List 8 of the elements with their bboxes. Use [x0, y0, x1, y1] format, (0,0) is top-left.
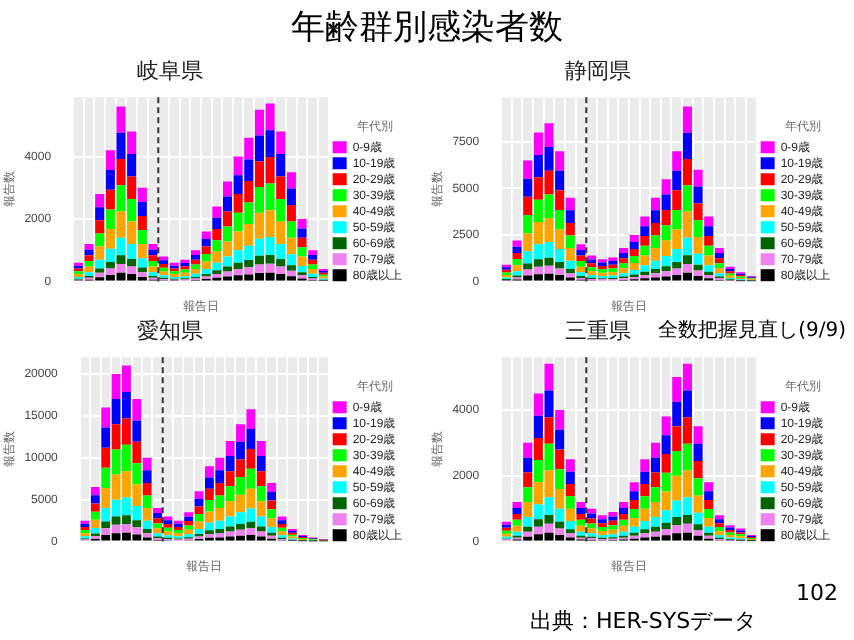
- text: 102: [796, 580, 838, 606]
- chart-title: 三重県: [565, 318, 631, 344]
- text: 年齢群別感染者数: [289, 6, 565, 50]
- chart-title: 愛知県: [135, 316, 205, 346]
- chart-title: 静岡県: [563, 56, 633, 86]
- chart-title: 岐阜県: [135, 56, 205, 86]
- text: 全数把握見直し(9/9): [658, 317, 846, 344]
- source-note: 出典：HER-SYSデータ: [530, 606, 757, 636]
